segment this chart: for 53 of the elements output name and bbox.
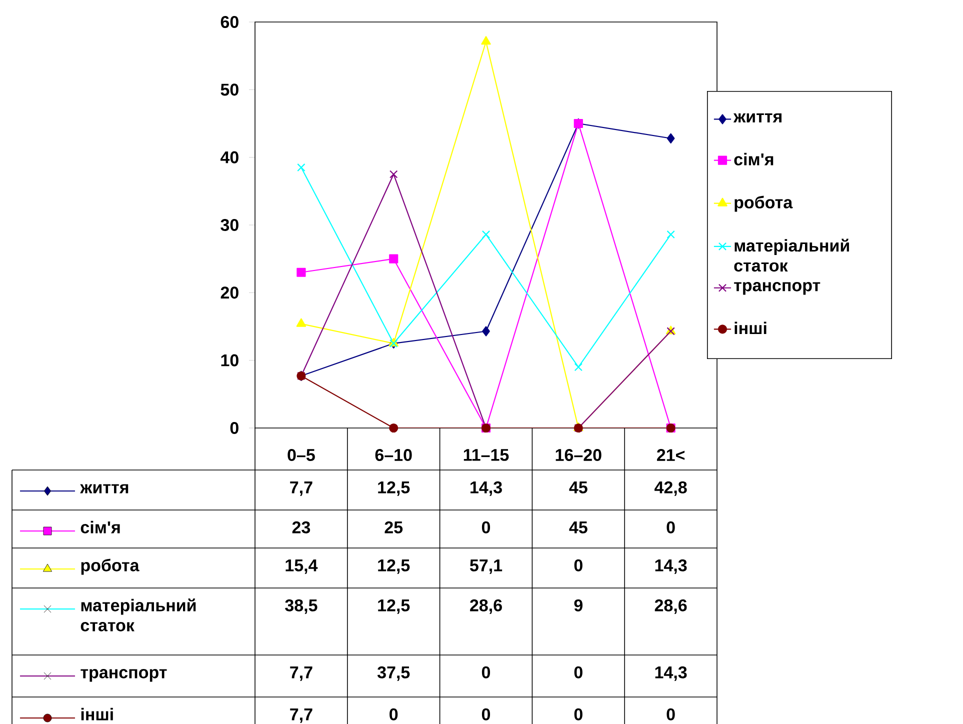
data-label: 7,7 <box>290 482 312 496</box>
data-label: 45 <box>569 482 588 494</box>
data-label: 0 <box>390 708 398 720</box>
text: інші <box>81 708 113 720</box>
x-tick-label: 0–5 <box>288 448 315 462</box>
data-label: 45 <box>569 522 588 534</box>
x-tick-label: 21< <box>656 449 685 461</box>
data-label: 0 <box>482 708 490 720</box>
x-tick-label: 11–15 <box>464 449 509 461</box>
data-label: 0 <box>574 708 582 720</box>
data-label: 23 <box>292 521 310 534</box>
legend-label: транспорт <box>734 282 820 295</box>
y-tick-label: 0 <box>230 422 238 434</box>
text: сім'я <box>80 520 120 534</box>
legend-label: інші <box>734 322 766 334</box>
data-label: 9 <box>574 599 583 612</box>
text: матеріальний статок <box>80 598 196 632</box>
data-label: 28,6 <box>470 599 502 614</box>
x-tick-label: 6–10 <box>375 448 412 462</box>
data-label: 0 <box>482 666 490 678</box>
data-label: 0 <box>666 708 675 720</box>
data-label: 12,5 <box>378 481 410 496</box>
data-label: 12,5 <box>378 599 410 614</box>
legend-label: життя <box>733 113 782 122</box>
y-tick-label: 60 <box>220 16 238 28</box>
text: транспорт <box>80 669 167 682</box>
y-tick-label: 10 <box>221 354 238 366</box>
y-tick-label: 50 <box>220 84 238 96</box>
data-label: 12,5 <box>378 559 410 574</box>
data-label: 14,3 <box>470 481 502 496</box>
text: життя <box>80 484 128 494</box>
data-label: 7,7 <box>290 666 312 681</box>
data-label: 7,7 <box>290 708 312 723</box>
data-label: 42,8 <box>654 481 687 496</box>
data-label: 0 <box>574 559 582 572</box>
data-label: 14,3 <box>655 559 687 574</box>
data-label: 14,3 <box>655 666 687 681</box>
data-label: 38,5 <box>285 599 318 614</box>
y-tick-label: 20 <box>220 286 238 299</box>
y-tick-label: 40 <box>220 151 238 164</box>
data-label: 25 <box>384 521 403 534</box>
data-label: 28,6 <box>654 599 687 614</box>
data-label: 37,5 <box>377 666 410 681</box>
legend-label: робота <box>734 196 793 212</box>
data-label: 57,1 <box>470 560 502 574</box>
legend-label: сім'я <box>734 152 774 166</box>
text: робота <box>81 558 140 575</box>
data-label: 0 <box>482 521 490 534</box>
data-label: 0 <box>574 666 582 678</box>
data-label: 0 <box>666 521 675 534</box>
data-label: 15,4 <box>286 560 318 574</box>
x-tick-label: 16–20 <box>556 448 602 462</box>
y-tick-label: 30 <box>220 218 238 232</box>
